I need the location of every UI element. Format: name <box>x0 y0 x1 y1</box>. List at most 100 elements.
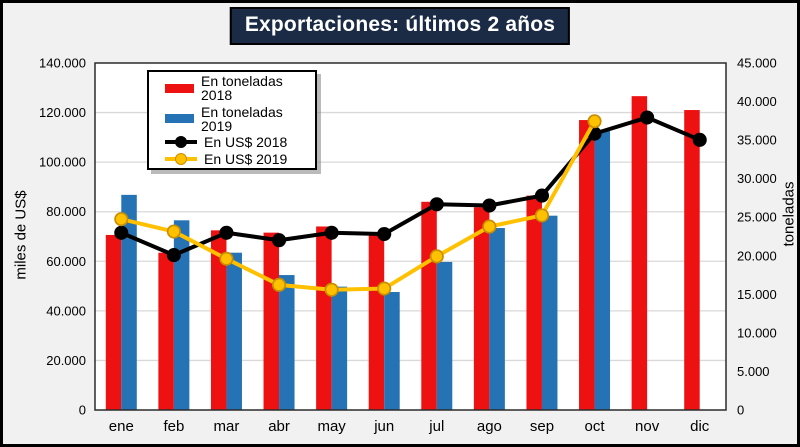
y-tick-left: 100.000 <box>39 155 86 170</box>
bar-dic <box>684 110 700 410</box>
x-tick-may: may <box>317 418 346 435</box>
line-marker <box>482 198 497 213</box>
legend-label: En US$ 2018 <box>204 134 288 151</box>
bar-jun <box>384 292 400 410</box>
legend-label: En toneladas 2018 <box>201 73 283 104</box>
line-en-us-2018 <box>114 110 707 263</box>
y-tick-left: 140.000 <box>39 56 86 71</box>
legend-label: En US$ 2019 <box>204 150 288 167</box>
bar-feb <box>158 252 174 410</box>
bar-may <box>331 286 348 410</box>
y-tick-right: 20.000 <box>737 248 777 263</box>
legend-bar-swatch-2019-icon <box>165 114 194 124</box>
right-axis-title: toneladas <box>780 181 798 247</box>
bar-oct <box>594 130 611 410</box>
y-tick-right: 35.000 <box>737 133 777 148</box>
line-path <box>119 119 597 292</box>
bar-jul <box>436 261 453 410</box>
line-marker <box>166 248 181 263</box>
x-tick-sep: sep <box>530 418 554 435</box>
y-axis-left-labels: 0 20.000 40.000 60.000 80.000 100.000 120.000 1… <box>39 56 86 418</box>
line-marker <box>377 281 392 296</box>
y-axis-right-labels: 0 5.000 10.000 15.000 20.000 25.000 30.000 35.0… <box>737 56 777 418</box>
line-marker <box>324 282 339 297</box>
line-marker <box>587 114 602 129</box>
bar-jun <box>368 232 385 410</box>
bar-jul <box>421 201 437 410</box>
bars-en-toneladas-2018 <box>105 96 700 410</box>
x-tick-mar: mar <box>214 418 240 435</box>
line-path <box>119 115 702 258</box>
x-tick-abr: abr <box>268 418 290 435</box>
bar-mar <box>226 252 242 410</box>
line-marker <box>377 226 392 242</box>
y-tick-left: 20.000 <box>46 353 86 368</box>
line-marker <box>166 224 181 239</box>
y-tick-right: 5.000 <box>737 364 770 379</box>
bar-ene <box>105 234 122 410</box>
line-marker <box>271 233 287 248</box>
y-tick-right: 15.000 <box>737 287 777 302</box>
bar-sep <box>541 215 558 410</box>
line-marker <box>534 208 550 223</box>
line-marker <box>114 225 129 240</box>
bars-en-toneladas-2019 <box>121 130 611 410</box>
x-tick-ago: ago <box>477 418 502 435</box>
gridlines <box>95 111 726 362</box>
bar-abr <box>263 232 280 410</box>
bar-feb <box>173 220 190 410</box>
y-tick-right: 10.000 <box>737 325 777 340</box>
y-tick-right: 40.000 <box>737 94 777 109</box>
line-en-us-2019 <box>114 114 602 297</box>
y-tick-right: 45.000 <box>737 56 777 71</box>
bar-abr <box>279 275 295 410</box>
x-tick-ene: ene <box>109 418 134 435</box>
plot-border <box>94 62 727 411</box>
y-tick-left: 0 <box>79 403 86 418</box>
line-marker <box>219 225 234 240</box>
legend-item-usd-2018: En US$ 2018 <box>165 135 315 149</box>
y-tick-left: 60.000 <box>46 254 86 269</box>
chart-legend: En toneladas 2018 En toneladas 2019 En U… <box>147 70 317 170</box>
legend-line-swatch-2019-icon <box>165 152 197 165</box>
bar-sep <box>526 195 542 410</box>
bar-oct <box>579 120 595 410</box>
bar-mar <box>210 230 227 410</box>
line-marker <box>219 251 234 266</box>
bar-ago <box>473 207 490 410</box>
legend-label: En toneladas 2019 <box>201 103 283 134</box>
y-tick-right: 30.000 <box>737 171 777 186</box>
y-tick-right: 0 <box>737 403 744 418</box>
legend-item-toneladas-2019: En toneladas 2019 <box>165 105 315 133</box>
y-tick-left: 40.000 <box>46 303 86 318</box>
legend-item-toneladas-2018: En toneladas 2018 <box>165 74 315 102</box>
bar-nov <box>631 96 648 410</box>
x-axis-labels: ene feb mar abr may jun jul ago sep oct nov dic <box>109 418 710 435</box>
x-tick-feb: feb <box>163 418 184 435</box>
legend-item-usd-2019: En US$ 2019 <box>165 152 315 166</box>
legend-line-swatch-2018-icon <box>165 136 197 149</box>
legend-line-marker-icon <box>175 136 187 149</box>
line-marker <box>271 277 287 292</box>
y-tick-right: 25.000 <box>737 210 777 225</box>
chart-title: Exportaciones: últimos 2 años <box>229 7 571 45</box>
x-tick-jun: jun <box>373 418 394 435</box>
line-marker <box>534 188 550 203</box>
line-marker <box>640 110 655 125</box>
x-tick-oct: oct <box>585 418 606 435</box>
line-marker <box>324 225 339 240</box>
bar-may <box>316 226 332 410</box>
legend-bar-swatch-2018-icon <box>165 83 194 93</box>
y-tick-left: 80.000 <box>46 204 86 219</box>
y-tick-left: 120.000 <box>39 105 86 120</box>
line-marker <box>114 212 129 227</box>
line-marker <box>482 219 497 234</box>
bar-ene <box>121 194 137 410</box>
line-marker <box>429 197 444 212</box>
bar-ago <box>489 228 505 410</box>
left-axis-title: miles de US$ <box>12 190 30 280</box>
line-marker <box>692 132 707 147</box>
